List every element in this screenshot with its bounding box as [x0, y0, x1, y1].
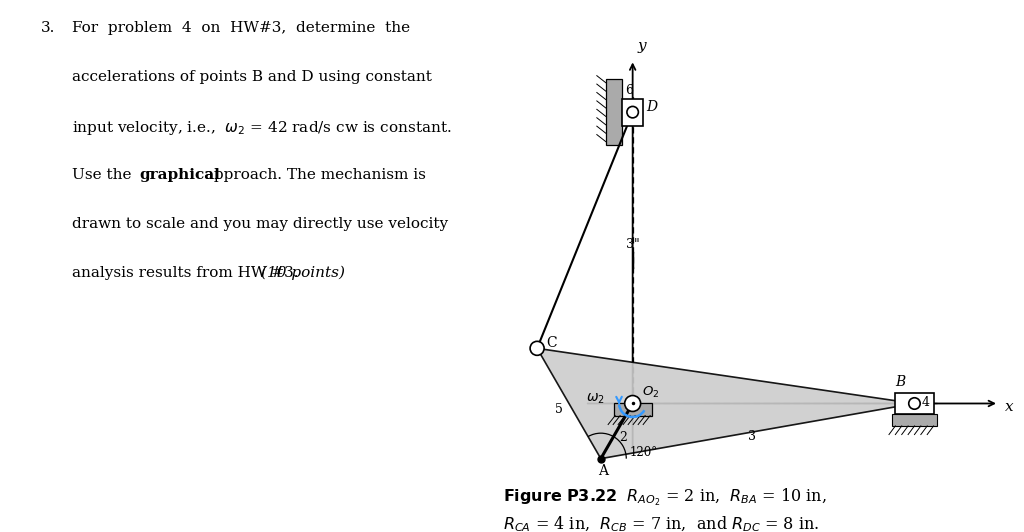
Text: 4: 4 [922, 396, 930, 409]
Text: y: y [637, 39, 646, 53]
Text: Use the: Use the [72, 168, 136, 182]
Circle shape [908, 398, 921, 409]
Circle shape [530, 342, 544, 355]
Text: 120°: 120° [630, 446, 657, 459]
Text: x: x [1006, 400, 1014, 414]
Bar [895, 393, 934, 414]
Text: C: C [546, 336, 557, 350]
Text: (10 points): (10 points) [261, 266, 345, 280]
Circle shape [627, 106, 638, 118]
Circle shape [625, 395, 641, 411]
Text: 5: 5 [555, 403, 563, 415]
Text: For  problem  4  on  HW#3,  determine  the: For problem 4 on HW#3, determine the [72, 21, 410, 35]
Bar [606, 79, 623, 145]
Text: 3.: 3. [41, 21, 55, 35]
Bar [892, 414, 937, 426]
Text: approach. The mechanism is: approach. The mechanism is [200, 168, 426, 182]
Text: 3: 3 [749, 430, 756, 443]
Text: $R_{CA}$ = 4 in,  $R_{CB}$ = 7 in,  and $R_{DC}$ = 8 in.: $R_{CA}$ = 4 in, $R_{CB}$ = 7 in, and $R… [503, 514, 819, 532]
Text: D: D [646, 99, 657, 113]
Text: $\omega_2$: $\omega_2$ [587, 392, 605, 406]
Text: 2: 2 [620, 431, 627, 444]
Text: input velocity, i.e.,  $\omega_2$ = 42 rad/s cw is constant.: input velocity, i.e., $\omega_2$ = 42 ra… [72, 119, 452, 137]
Bar [613, 403, 651, 415]
Text: $\mathbf{Figure\ P3.22}$  $R_{AO_2}$ = 2 in,  $R_{BA}$ = 10 in,: $\mathbf{Figure\ P3.22}$ $R_{AO_2}$ = 2 … [503, 486, 826, 508]
Text: A: A [598, 464, 607, 478]
Text: analysis results from HW #3.: analysis results from HW #3. [72, 266, 303, 280]
Text: B: B [895, 375, 905, 389]
Text: $O_2$: $O_2$ [642, 385, 658, 400]
Text: 6: 6 [625, 84, 633, 97]
Text: graphical: graphical [139, 168, 220, 182]
Text: drawn to scale and you may directly use velocity: drawn to scale and you may directly use … [72, 217, 447, 231]
Bar [623, 98, 643, 126]
Polygon shape [538, 348, 914, 459]
Text: 3": 3" [626, 238, 640, 251]
Text: accelerations of points B and D using constant: accelerations of points B and D using co… [72, 70, 431, 84]
